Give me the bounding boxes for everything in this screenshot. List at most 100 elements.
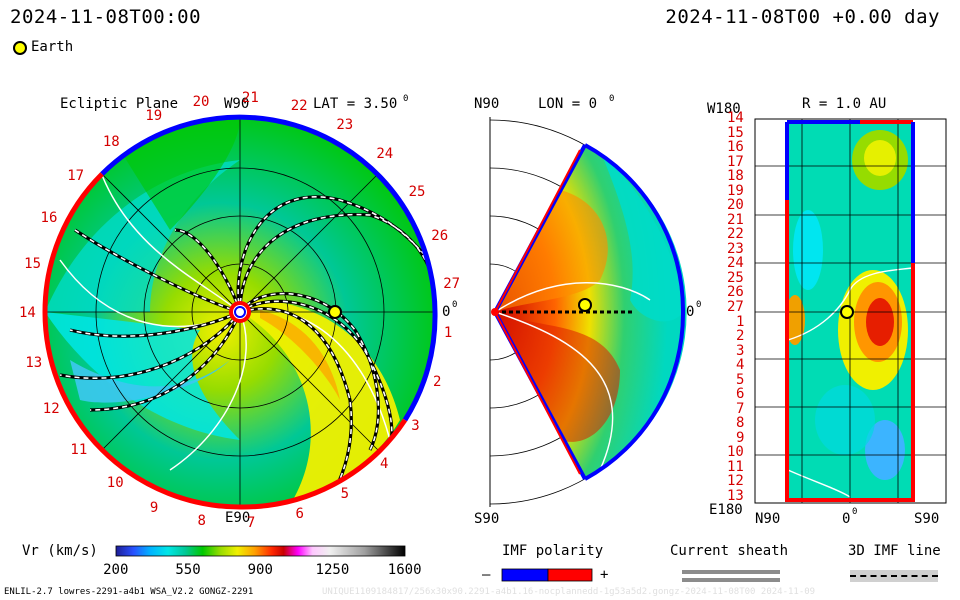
synoptic-rotation-label: 8 xyxy=(736,415,745,432)
ecliptic-rotation-label: 12 xyxy=(42,400,60,417)
current-sheath-swatch-top xyxy=(682,570,780,574)
synoptic-rotation-label: 12 xyxy=(727,473,744,490)
meridional-top-label: N90 xyxy=(474,96,500,112)
ecliptic-rotation-label: 6 xyxy=(295,506,304,523)
synoptic-bottom-label: E180 xyxy=(709,502,743,518)
synoptic-rotation-label: 1 xyxy=(736,313,745,330)
imf-minus-label: – xyxy=(482,567,491,583)
colorbar-tick-label: 550 xyxy=(175,562,201,578)
synoptic-map xyxy=(754,118,947,504)
synoptic-rotation-label: 15 xyxy=(727,124,744,141)
synoptic-rotation-label: 3 xyxy=(736,342,745,359)
imf-plus-label: + xyxy=(600,567,609,583)
imf-line-title: 3D IMF line xyxy=(848,543,941,559)
velocity-colorbar xyxy=(115,545,406,557)
current-sheath-swatch-bottom xyxy=(682,578,780,582)
synoptic-rotation-label: 26 xyxy=(727,284,744,301)
ecliptic-title: Ecliptic Plane xyxy=(60,96,179,112)
imf-negative-swatch xyxy=(501,568,549,582)
ecliptic-rotation-label: 8 xyxy=(197,513,206,530)
synoptic-x-left: N90 xyxy=(755,511,781,527)
ecliptic-rotation-label: 2 xyxy=(432,373,442,390)
imf-positive-swatch xyxy=(547,568,593,582)
ecliptic-lat-label: LAT = 3.50 xyxy=(313,96,398,112)
ecliptic-bottom-label: E90 xyxy=(225,510,251,526)
ecliptic-rotation-label: 14 xyxy=(19,305,36,322)
earth-marker-icon xyxy=(13,41,27,55)
ecliptic-rotation-label: 3 xyxy=(411,417,420,434)
meridional-right-degree: 0 xyxy=(696,300,702,310)
ecliptic-rotation-label: 4 xyxy=(379,456,389,473)
ecliptic-right-label: 0 xyxy=(442,304,451,320)
ecliptic-rotation-label: 18 xyxy=(102,133,120,150)
synoptic-rotation-label: 25 xyxy=(727,269,744,286)
ecliptic-rotation-label: 21 xyxy=(241,90,259,107)
ecliptic-rotation-label: 26 xyxy=(431,227,449,244)
current-sheath-title: Current sheath xyxy=(670,543,789,559)
colorbar-tick-label: 900 xyxy=(247,562,273,578)
legend-earth-label: Earth xyxy=(31,39,74,55)
synoptic-rotation-label: 18 xyxy=(727,168,744,185)
synoptic-rotation-label: 19 xyxy=(727,182,744,199)
ecliptic-rotation-label: 5 xyxy=(340,486,350,503)
synoptic-rotation-label: 11 xyxy=(727,458,744,475)
synoptic-x-mid: 0 xyxy=(842,511,851,527)
imf-polarity-title: IMF polarity xyxy=(502,543,604,559)
meridional-bottom-label: S90 xyxy=(474,511,500,527)
ecliptic-rotation-label: 9 xyxy=(149,499,159,516)
meridional-right-label: 0 xyxy=(686,304,695,320)
colorbar-label: Vr (km/s) xyxy=(22,543,98,559)
ecliptic-rotation-label: 24 xyxy=(376,146,394,163)
imf-line-dash-icon xyxy=(850,575,938,577)
synoptic-rotation-label: 6 xyxy=(736,386,745,403)
colorbar-tick-label: 200 xyxy=(103,562,129,578)
synoptic-rotation-label: 9 xyxy=(736,429,745,446)
synoptic-top-label: W180 xyxy=(707,101,741,117)
synoptic-rotation-label: 2 xyxy=(736,328,745,345)
meridional-lon-label: LON = 0 xyxy=(538,96,598,112)
ecliptic-rotation-label: 19 xyxy=(145,108,163,125)
ecliptic-rotation-label: 1 xyxy=(443,325,453,342)
ecliptic-rotation-label: 10 xyxy=(106,475,124,492)
synoptic-rotation-label: 23 xyxy=(727,240,744,257)
synoptic-rotation-label: 24 xyxy=(727,255,744,272)
ecliptic-rotation-label: 25 xyxy=(408,183,426,200)
synoptic-rotation-label: 13 xyxy=(727,488,744,504)
synoptic-rotation-label: 5 xyxy=(736,371,745,388)
timestamp-left: 2024-11-08T00:00 xyxy=(10,6,202,28)
ecliptic-rotation-label: 27 xyxy=(443,275,461,292)
synoptic-rotation-label: 16 xyxy=(727,139,744,156)
ecliptic-rotation-label: 20 xyxy=(192,93,210,110)
colorbar-tick-label: 1250 xyxy=(315,562,350,578)
synoptic-rotation-label: 7 xyxy=(736,400,745,417)
synoptic-rotation-label: 10 xyxy=(727,444,744,461)
synoptic-rotation-label: 27 xyxy=(727,299,744,315)
ecliptic-rotation-label: 16 xyxy=(40,209,58,226)
ecliptic-rotation-label: 15 xyxy=(24,256,42,273)
ecliptic-rotation-label: 17 xyxy=(67,167,85,184)
ecliptic-right-degree: 0 xyxy=(452,300,458,310)
synoptic-rotation-label: 17 xyxy=(727,153,744,170)
timestamp-right: 2024-11-08T00 +0.00 day xyxy=(665,6,940,28)
model-info: ENLIL-2.7 lowres-2291-a4b1 WSA_V2.2 GONG… xyxy=(4,587,254,597)
synoptic-rotation-label: 20 xyxy=(727,197,744,214)
synoptic-rotation-label: 14 xyxy=(727,110,744,126)
ecliptic-rotation-label: 23 xyxy=(336,117,354,134)
meridional-plane-wedge xyxy=(489,117,687,507)
ecliptic-rotation-label: 7 xyxy=(246,515,256,532)
run-id: UNIQUE1109184817/256x30x90.2291-a4b1.16-… xyxy=(322,587,816,597)
colorbar-tick-label: 1600 xyxy=(387,562,422,578)
synoptic-rotation-label: 22 xyxy=(727,226,744,243)
ecliptic-lat-degree: 0 xyxy=(403,94,409,104)
synoptic-rotation-label: 21 xyxy=(727,211,744,228)
synoptic-title: R = 1.0 AU xyxy=(802,96,887,112)
ecliptic-top-label: W90 xyxy=(224,96,250,112)
meridional-lon-degree: 0 xyxy=(609,94,615,104)
ecliptic-rotation-label: 13 xyxy=(25,354,43,371)
ecliptic-rotation-label: 11 xyxy=(70,441,88,458)
synoptic-rotation-label: 4 xyxy=(736,357,745,374)
synoptic-x-mid-degree: 0 xyxy=(852,507,858,517)
ecliptic-plane-disk xyxy=(42,114,438,510)
synoptic-x-right: S90 xyxy=(914,511,940,527)
